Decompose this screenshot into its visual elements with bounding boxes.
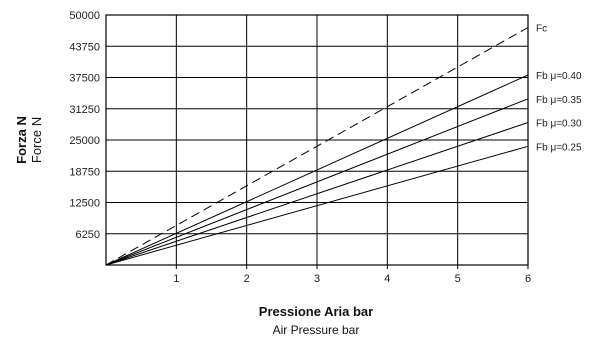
series-line bbox=[105, 74, 529, 266]
y-tick-label: 31250 bbox=[69, 104, 100, 116]
y-tick-label: 50000 bbox=[69, 10, 100, 22]
series-label: Fb μ=0.30 bbox=[536, 119, 582, 130]
x-tick-labels: 1 2 3 4 5 6 bbox=[173, 273, 531, 285]
series-labels: Fc Fb μ=0.40 Fb μ=0.35 Fb μ=0.30 Fb μ=0.25 bbox=[536, 24, 582, 154]
grid bbox=[106, 15, 529, 269]
x-tick-label: 6 bbox=[525, 273, 531, 285]
series-line bbox=[105, 122, 529, 266]
series-lines bbox=[105, 27, 529, 266]
y-tick-label: 43750 bbox=[69, 41, 100, 53]
x-tick-label: 5 bbox=[455, 273, 461, 285]
series-label: Fc bbox=[536, 24, 547, 35]
series-line bbox=[105, 27, 529, 266]
y-tick-label: 18750 bbox=[69, 166, 100, 178]
series-line bbox=[105, 145, 529, 266]
series-label: Fb μ=0.25 bbox=[536, 142, 582, 153]
x-axis-label-primary: Pressione Aria bar bbox=[259, 304, 373, 319]
y-axis-label-secondary: Force N bbox=[29, 117, 44, 163]
y-tick-label: 25000 bbox=[69, 135, 100, 147]
x-tick-label: 1 bbox=[173, 273, 179, 285]
series-label: Fb μ=0.35 bbox=[536, 95, 582, 106]
series-label: Fb μ=0.40 bbox=[536, 71, 582, 82]
series-line bbox=[105, 98, 529, 266]
y-tick-labels: 6250 12500 18750 25000 31250 37500 43750 50000 bbox=[69, 10, 100, 241]
y-tick-label: 12500 bbox=[69, 198, 100, 210]
x-tick-label: 2 bbox=[244, 273, 250, 285]
y-axis-label-primary: Forza N bbox=[14, 116, 29, 164]
plot-frame bbox=[105, 14, 529, 266]
x-tick-label: 4 bbox=[384, 273, 390, 285]
y-tick-label: 37500 bbox=[69, 73, 100, 85]
y-tick-label: 6250 bbox=[76, 229, 100, 241]
x-tick-label: 3 bbox=[314, 273, 320, 285]
x-axis-label-secondary: Air Pressure bar bbox=[273, 323, 360, 337]
